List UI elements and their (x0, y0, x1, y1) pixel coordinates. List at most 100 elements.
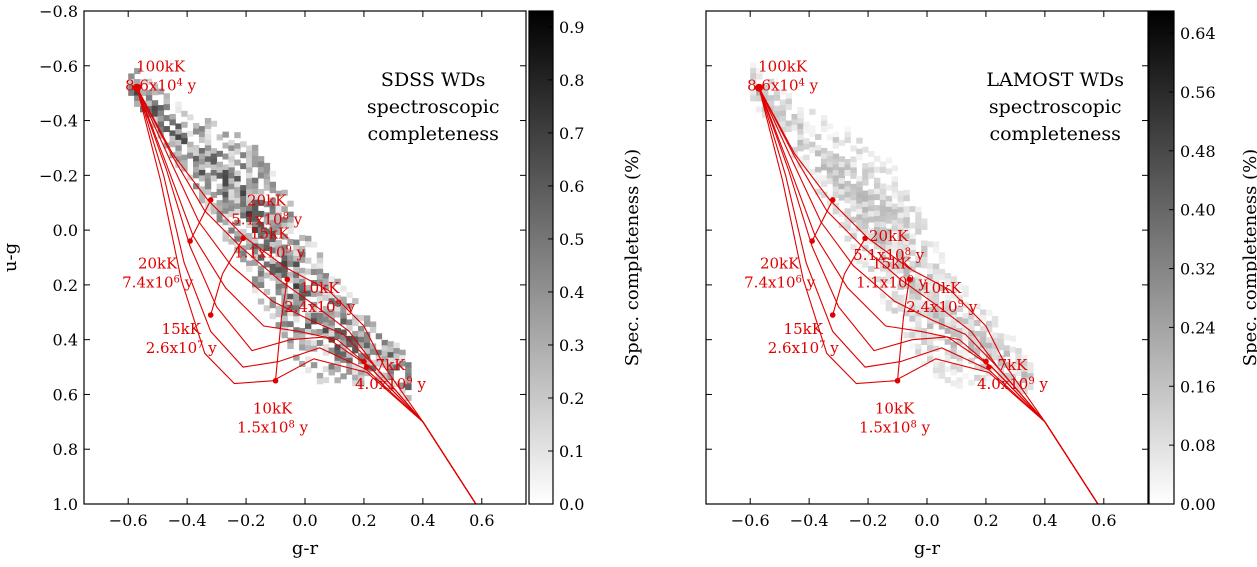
heatmap-cell (932, 362, 940, 369)
heatmap-cell (974, 320, 981, 326)
heatmap-cell (393, 353, 400, 360)
x-axis-label: g-r (914, 538, 941, 559)
panel-title: completeness (367, 123, 498, 145)
heatmap-cell (909, 293, 916, 300)
heatmap-cell (897, 229, 904, 236)
heatmap-cell (310, 329, 318, 336)
heatmap-cell (310, 340, 318, 347)
heatmap-cell (856, 137, 863, 144)
heatmap-cell (938, 301, 946, 308)
heatmap-cell (932, 356, 940, 363)
heatmap-cell (838, 211, 845, 218)
heatmap-cell (293, 245, 300, 252)
heatmap-cell (921, 339, 928, 346)
heatmap-cell (375, 377, 383, 384)
heatmap-cell (944, 300, 952, 307)
heatmap-cell (968, 335, 975, 342)
heatmap-cell (187, 152, 194, 159)
heatmap-cell (927, 334, 934, 341)
heatmap-cell (228, 167, 235, 174)
heatmap-cell (838, 183, 845, 190)
heatmap-cell (210, 148, 218, 155)
heatmap-cell (873, 188, 881, 195)
heatmap-cell (909, 299, 916, 306)
heatmap-cell (334, 300, 341, 307)
heatmap-cell (198, 191, 206, 198)
heatmap-cell (293, 272, 300, 279)
heatmap-cell (281, 206, 288, 213)
heatmap-cell (375, 333, 383, 340)
track-annotation: 4.0x109 y (355, 375, 427, 393)
heatmap-cell (287, 228, 294, 235)
heatmap-cell (985, 326, 993, 333)
track-marker (894, 377, 901, 384)
heatmap-cell (163, 93, 170, 100)
heatmap-cell (838, 167, 845, 174)
heatmap-cell (844, 224, 851, 231)
heatmap-cell (909, 249, 916, 256)
heatmap-cell (968, 357, 975, 364)
heatmap-cell (222, 230, 229, 237)
heatmap-cell (316, 257, 324, 264)
heatmap-cell (897, 234, 904, 241)
heatmap-cell (169, 135, 176, 142)
heatmap-cell (856, 208, 863, 215)
heatmap-cell (281, 332, 288, 339)
heatmap-cell (838, 161, 845, 168)
heatmap-cell (791, 119, 798, 126)
heatmap-cell (193, 161, 200, 168)
heatmap-cell (873, 276, 881, 283)
heatmap-cell (322, 278, 330, 285)
heatmap-cell (316, 312, 324, 319)
heatmap-cell (932, 263, 940, 270)
heatmap-cell (956, 338, 963, 345)
heatmap-cell (257, 276, 265, 283)
heatmap-cell (779, 121, 787, 128)
heatmap-cell (234, 219, 241, 226)
heatmap-cell (891, 291, 899, 298)
heatmap-cell (228, 189, 235, 196)
heatmap-cell (234, 181, 241, 188)
heatmap-cell (856, 148, 863, 155)
track-marker (364, 364, 370, 370)
track-annotation: 1.5x108 y (237, 419, 309, 437)
heatmap-cell (263, 272, 271, 279)
heatmap-cell (281, 315, 288, 322)
heatmap-cell (927, 268, 934, 275)
heatmap-cell (773, 89, 781, 96)
heatmap-cell (328, 292, 335, 299)
heatmap-cell (204, 156, 212, 163)
heatmap-cell (826, 156, 834, 163)
heatmap-cell (927, 345, 934, 352)
heatmap-cell (785, 93, 792, 100)
heatmap-cell (322, 377, 330, 384)
heatmap-cell (862, 196, 869, 203)
track-annotation: 100kK (136, 57, 186, 75)
heatmap-cell (216, 211, 223, 218)
heatmap-cell (832, 153, 840, 160)
heatmap-cell (187, 130, 194, 137)
track-annotation: 7.4x106 y (122, 273, 194, 291)
heatmap-cell (328, 309, 335, 316)
heatmap-cell (193, 144, 200, 151)
heatmap-cell (980, 325, 987, 332)
track-annotation: 20kK (247, 191, 287, 209)
heatmap-cell (334, 278, 341, 285)
heatmap-cell (316, 279, 324, 286)
heatmap-cell (838, 222, 845, 228)
x-axis-label: g-r (292, 538, 319, 559)
heatmap-cell (322, 294, 330, 301)
track-annotation: 1.5x108 y (859, 419, 931, 437)
heatmap-cell (862, 168, 869, 175)
heatmap-cell (246, 161, 253, 168)
heatmap-cell (820, 175, 828, 182)
heatmap-cell (299, 289, 306, 296)
track-annotation: 10kK (300, 279, 340, 297)
heatmap-cell (932, 307, 940, 314)
heatmap-cell (915, 212, 922, 219)
heatmap-cell (815, 150, 822, 157)
heatmap-cell (1003, 345, 1011, 352)
heatmap-cell (251, 248, 259, 255)
heatmap-cell (346, 292, 353, 299)
heatmap-cell (363, 315, 371, 322)
